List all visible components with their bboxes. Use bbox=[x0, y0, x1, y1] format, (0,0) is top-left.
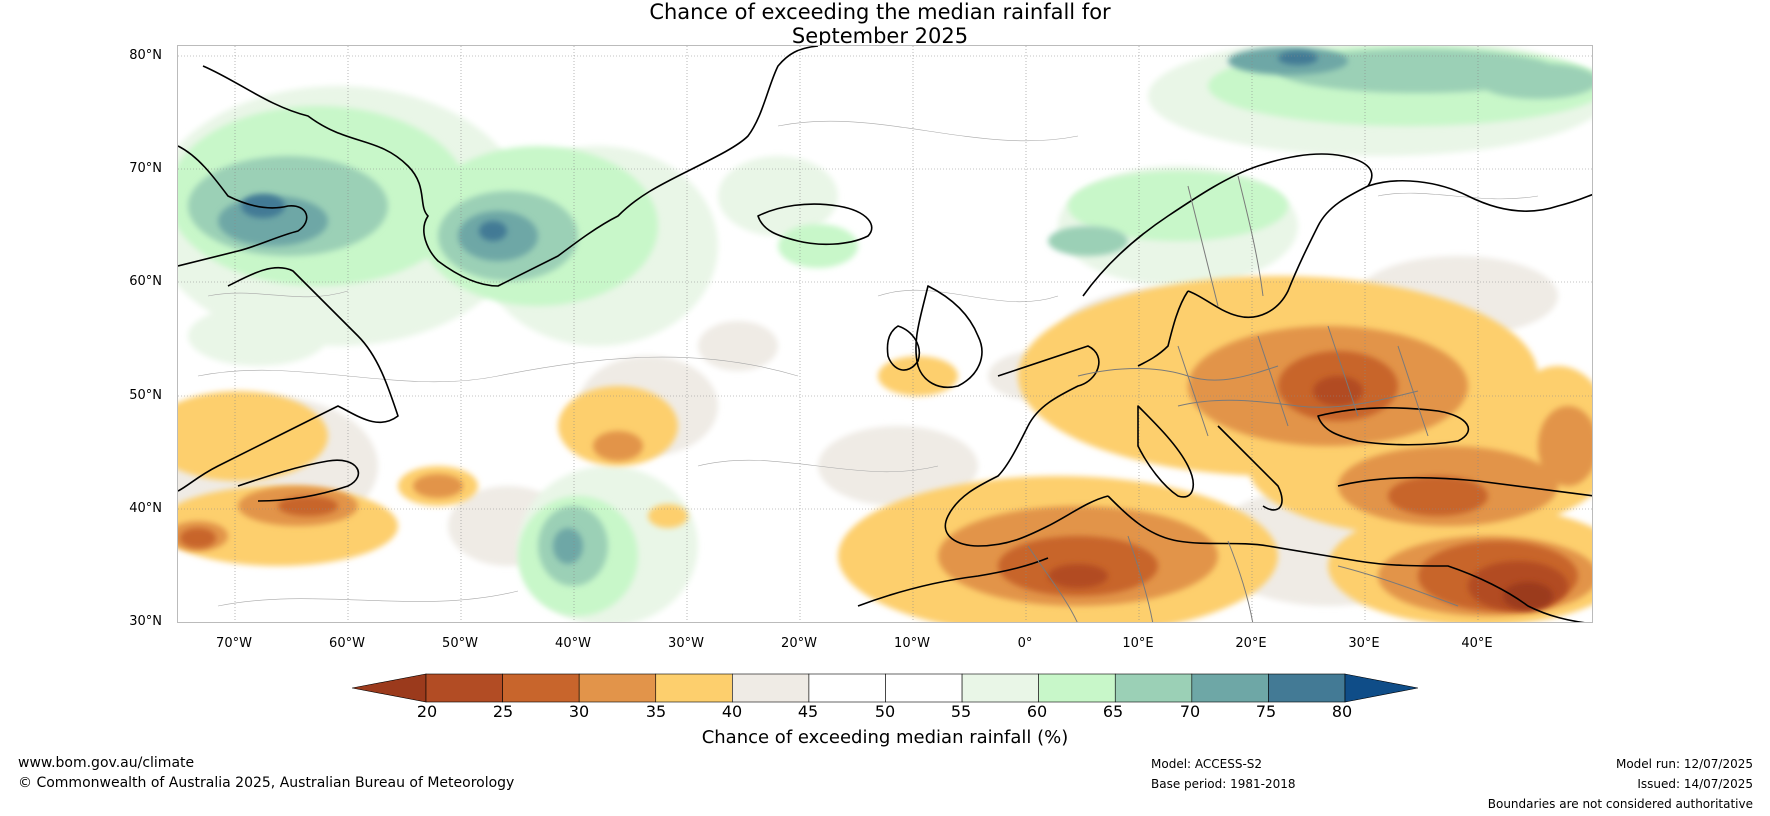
colorbar-tick-30: 30 bbox=[568, 702, 590, 721]
title-line-1: Chance of exceeding the median rainfall … bbox=[649, 0, 1111, 24]
model-name: Model: ACCESS-S2 bbox=[1151, 757, 1263, 771]
colorbar-tick-65: 65 bbox=[1102, 702, 1124, 721]
colorbar-box-2 bbox=[578, 673, 657, 703]
colorbar-tick-35: 35 bbox=[645, 702, 667, 721]
colorbar-tick-70: 70 bbox=[1179, 702, 1201, 721]
base-period: Base period: 1981-2018 bbox=[1151, 777, 1296, 791]
lon-label-40w: 40°W bbox=[555, 636, 591, 651]
map-title: Chance of exceeding the median rainfall … bbox=[600, 0, 1160, 48]
probability-field bbox=[178, 46, 1592, 622]
colorbar-tick-45: 45 bbox=[797, 702, 819, 721]
colorbar bbox=[352, 673, 1418, 703]
colorbar-tick-50: 50 bbox=[874, 702, 896, 721]
lon-label-0: 0° bbox=[1017, 636, 1033, 651]
lat-label-40n: 40°N bbox=[129, 501, 162, 516]
lat-label-70n: 70°N bbox=[129, 161, 162, 176]
colorbar-tick-80: 80 bbox=[1331, 702, 1353, 721]
lon-label-10w: 10°W bbox=[894, 636, 930, 651]
colorbar-tick-75: 75 bbox=[1255, 702, 1277, 721]
website-link[interactable]: www.bom.gov.au/climate bbox=[18, 755, 195, 771]
lon-label-30e: 30°E bbox=[1348, 636, 1380, 651]
lon-label-30w: 30°W bbox=[668, 636, 704, 651]
lat-label-50n: 50°N bbox=[129, 388, 162, 403]
colorbar-box-5 bbox=[808, 673, 886, 703]
lat-label-60n: 60°N bbox=[129, 274, 162, 289]
contour-lines bbox=[197, 120, 1539, 607]
lon-label-10e: 10°E bbox=[1122, 636, 1154, 651]
colorbar-box-4 bbox=[732, 673, 810, 703]
colorbar-arrow-high bbox=[1344, 673, 1418, 703]
lon-label-50w: 50°W bbox=[442, 636, 478, 651]
colorbar-box-10 bbox=[1191, 673, 1269, 703]
copyright-text: © Commonwealth of Australia 2025, Austra… bbox=[18, 775, 515, 791]
lon-label-60w: 60°W bbox=[329, 636, 365, 651]
lon-label-20e: 20°E bbox=[1235, 636, 1267, 651]
lon-label-70w: 70°W bbox=[216, 636, 252, 651]
country-boundaries bbox=[1027, 175, 1459, 622]
title-line-2: September 2025 bbox=[791, 24, 969, 48]
boundary-disclaimer: Boundaries are not considered authoritat… bbox=[1487, 797, 1753, 811]
colorbar-tick-55: 55 bbox=[950, 702, 972, 721]
lon-label-20w: 20°W bbox=[781, 636, 817, 651]
map-canvas bbox=[178, 46, 1592, 622]
colorbar-tick-25: 25 bbox=[492, 702, 514, 721]
colorbar-box-0 bbox=[425, 673, 503, 703]
coastlines bbox=[178, 46, 1592, 622]
model-run-date: Model run: 12/07/2025 bbox=[1615, 757, 1753, 771]
colorbar-box-6 bbox=[885, 673, 963, 703]
colorbar-box-3 bbox=[655, 673, 733, 703]
lat-label-30n: 30°N bbox=[129, 614, 162, 629]
colorbar-box-7 bbox=[961, 673, 1039, 703]
colorbar-arrow-low bbox=[352, 673, 427, 703]
issued-date: Issued: 14/07/2025 bbox=[1637, 777, 1753, 791]
colorbar-title: Chance of exceeding median rainfall (%) bbox=[701, 727, 1069, 748]
colorbar-tick-20: 20 bbox=[416, 702, 438, 721]
rainfall-map bbox=[177, 45, 1593, 623]
colorbar-boxes bbox=[425, 673, 1346, 703]
colorbar-box-1 bbox=[502, 673, 580, 703]
colorbar-tick-60: 60 bbox=[1026, 702, 1048, 721]
colorbar-tick-40: 40 bbox=[721, 702, 743, 721]
colorbar-box-8 bbox=[1038, 673, 1116, 703]
colorbar-box-9 bbox=[1114, 673, 1193, 703]
lat-label-80n: 80°N bbox=[129, 48, 162, 63]
lon-label-40e: 40°E bbox=[1461, 636, 1493, 651]
colorbar-box-11 bbox=[1268, 673, 1346, 703]
